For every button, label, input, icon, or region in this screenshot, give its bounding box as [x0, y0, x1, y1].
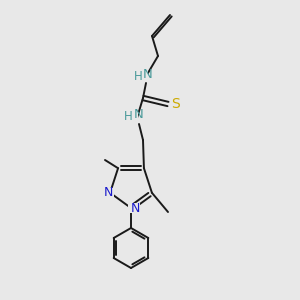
Text: S: S	[172, 97, 180, 111]
FancyBboxPatch shape	[170, 100, 180, 108]
FancyBboxPatch shape	[132, 71, 148, 81]
FancyBboxPatch shape	[102, 188, 114, 198]
Text: H: H	[134, 70, 142, 83]
Text: N: N	[134, 109, 144, 122]
FancyBboxPatch shape	[122, 111, 138, 121]
Text: N: N	[103, 186, 113, 199]
Text: H: H	[124, 110, 132, 124]
FancyBboxPatch shape	[128, 203, 140, 213]
Text: N: N	[130, 202, 140, 214]
Text: N: N	[143, 68, 153, 82]
